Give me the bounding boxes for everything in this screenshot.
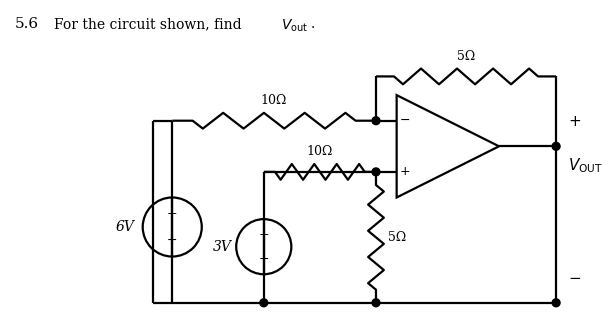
Text: −: − bbox=[399, 114, 410, 127]
Circle shape bbox=[552, 142, 560, 150]
Text: For the circuit shown, find: For the circuit shown, find bbox=[54, 17, 246, 31]
Text: $V_{\rm out}$: $V_{\rm out}$ bbox=[280, 17, 308, 34]
Text: −: − bbox=[258, 252, 269, 266]
Text: −: − bbox=[167, 234, 178, 247]
Text: +: + bbox=[167, 207, 178, 220]
Text: $V_{\rm OUT}$: $V_{\rm OUT}$ bbox=[568, 157, 603, 175]
Circle shape bbox=[372, 299, 380, 307]
Circle shape bbox=[260, 299, 268, 307]
Circle shape bbox=[372, 168, 380, 176]
Text: +: + bbox=[568, 114, 581, 129]
Circle shape bbox=[372, 117, 380, 125]
Text: +: + bbox=[258, 228, 269, 241]
Text: +: + bbox=[399, 165, 410, 179]
Text: 3V: 3V bbox=[212, 240, 231, 254]
Text: 5Ω: 5Ω bbox=[388, 231, 406, 244]
Circle shape bbox=[552, 299, 560, 307]
Text: 10Ω: 10Ω bbox=[261, 94, 288, 107]
Text: 5.6: 5.6 bbox=[15, 17, 39, 31]
Text: −: − bbox=[568, 271, 581, 286]
Text: 6V: 6V bbox=[116, 220, 135, 234]
Text: .: . bbox=[311, 17, 316, 31]
Text: 5Ω: 5Ω bbox=[457, 50, 475, 63]
Text: 10Ω: 10Ω bbox=[306, 145, 333, 158]
